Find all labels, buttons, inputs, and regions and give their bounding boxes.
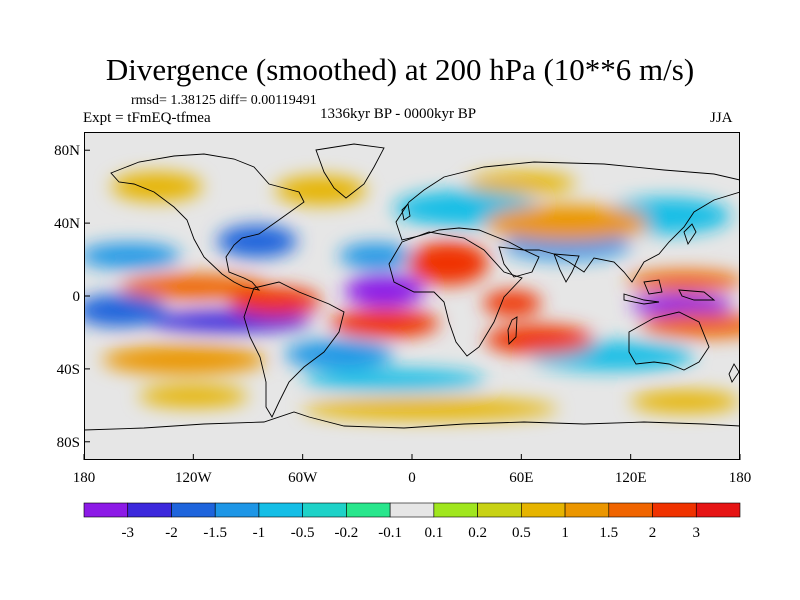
y-tick-label: 80S: [57, 435, 80, 451]
colorbar-label: -3: [121, 525, 134, 541]
anomaly-blob: [330, 308, 440, 338]
colorbar-cell: [652, 502, 697, 518]
colorbar-cell: [608, 502, 653, 518]
colorbar-cell: [389, 502, 435, 518]
colorbar-cell: [171, 502, 216, 518]
x-tick-label: 120W: [175, 470, 213, 486]
coastlines: [84, 143, 740, 431]
colorbar-label: 2: [649, 525, 657, 541]
anomaly-blob: [111, 172, 203, 202]
colorbar-label: -1: [253, 525, 266, 541]
anomaly-blob: [84, 294, 166, 327]
x-tick-label: 180: [73, 470, 96, 486]
anomaly-blob: [102, 345, 267, 375]
y-tick-label: 0: [73, 289, 81, 305]
colorbar-label: 0.2: [468, 525, 487, 541]
colorbar-cell: [127, 502, 172, 518]
colorbar-cell: [564, 502, 610, 518]
y-tick-label: 80N: [54, 143, 80, 159]
y-tick-label: 40S: [57, 362, 80, 378]
colorbar-label: 0.1: [424, 525, 443, 541]
chart-title: Divergence (smoothed) at 200 hPa (10**6 …: [105, 52, 695, 87]
colorbar-cell: [214, 502, 260, 518]
anomaly-blob: [339, 243, 412, 269]
x-tick-label: 180: [729, 470, 752, 486]
anomaly-blob: [627, 270, 740, 293]
anomaly-blob: [639, 312, 740, 338]
colorbar-cell: [695, 502, 741, 518]
y-tick-label: 40N: [54, 216, 80, 232]
period-label: 1336kyr BP - 0000kyr BP: [320, 106, 477, 122]
x-tick-label: 0: [408, 470, 416, 486]
anomaly-blob: [229, 286, 321, 317]
colorbar-cell: [521, 502, 566, 518]
colorbar-cell: [83, 502, 129, 518]
anomaly-blob: [302, 368, 485, 391]
colorbar-label: 1: [561, 525, 569, 541]
anomaly-blob: [302, 398, 558, 420]
colorbar-label: -0.5: [291, 525, 315, 541]
anomaly-blob: [630, 390, 740, 413]
colorbar-label: -0.2: [335, 525, 359, 541]
colorbar-label: 1.5: [599, 525, 618, 541]
anomaly-blob: [275, 175, 367, 205]
colorbar-label: 0.5: [512, 525, 531, 541]
colorbar-cell: [302, 502, 347, 518]
anomaly-blob: [408, 241, 489, 286]
colorbar-label: 3: [693, 525, 701, 541]
x-tick-label: 60W: [288, 470, 318, 486]
stats-text: rmsd= 1.38125 diff= 0.00119491: [131, 93, 317, 108]
colorbar-cell: [477, 502, 522, 518]
anomaly-blob: [284, 339, 394, 369]
colorbar-label: -0.1: [378, 525, 402, 541]
colorbar-cell: [433, 502, 478, 518]
anomaly-blob: [138, 385, 248, 408]
map-panel: [84, 132, 740, 460]
anomaly-blob: [84, 243, 181, 269]
anomaly-blob: [120, 274, 267, 300]
colorbar-label: -1.5: [203, 525, 227, 541]
colorbar-label: -2: [165, 525, 178, 541]
season-label: JJA: [710, 110, 733, 126]
anomaly-blob: [483, 290, 542, 317]
anomaly-blob: [217, 224, 298, 258]
experiment-label: Expt = tFmEQ-tfmea: [83, 110, 211, 126]
anomaly-blob: [147, 310, 312, 333]
anomaly-blob: [484, 325, 595, 355]
x-tick-label: 120E: [615, 470, 647, 486]
colorbar-cell: [258, 502, 303, 518]
anomaly-field: [84, 172, 740, 420]
anomaly-blob: [466, 172, 576, 194]
anomaly-blob: [484, 204, 649, 242]
x-tick-label: 60E: [509, 470, 533, 486]
anomaly-blob: [344, 274, 425, 307]
colorbar-cell: [346, 502, 391, 518]
